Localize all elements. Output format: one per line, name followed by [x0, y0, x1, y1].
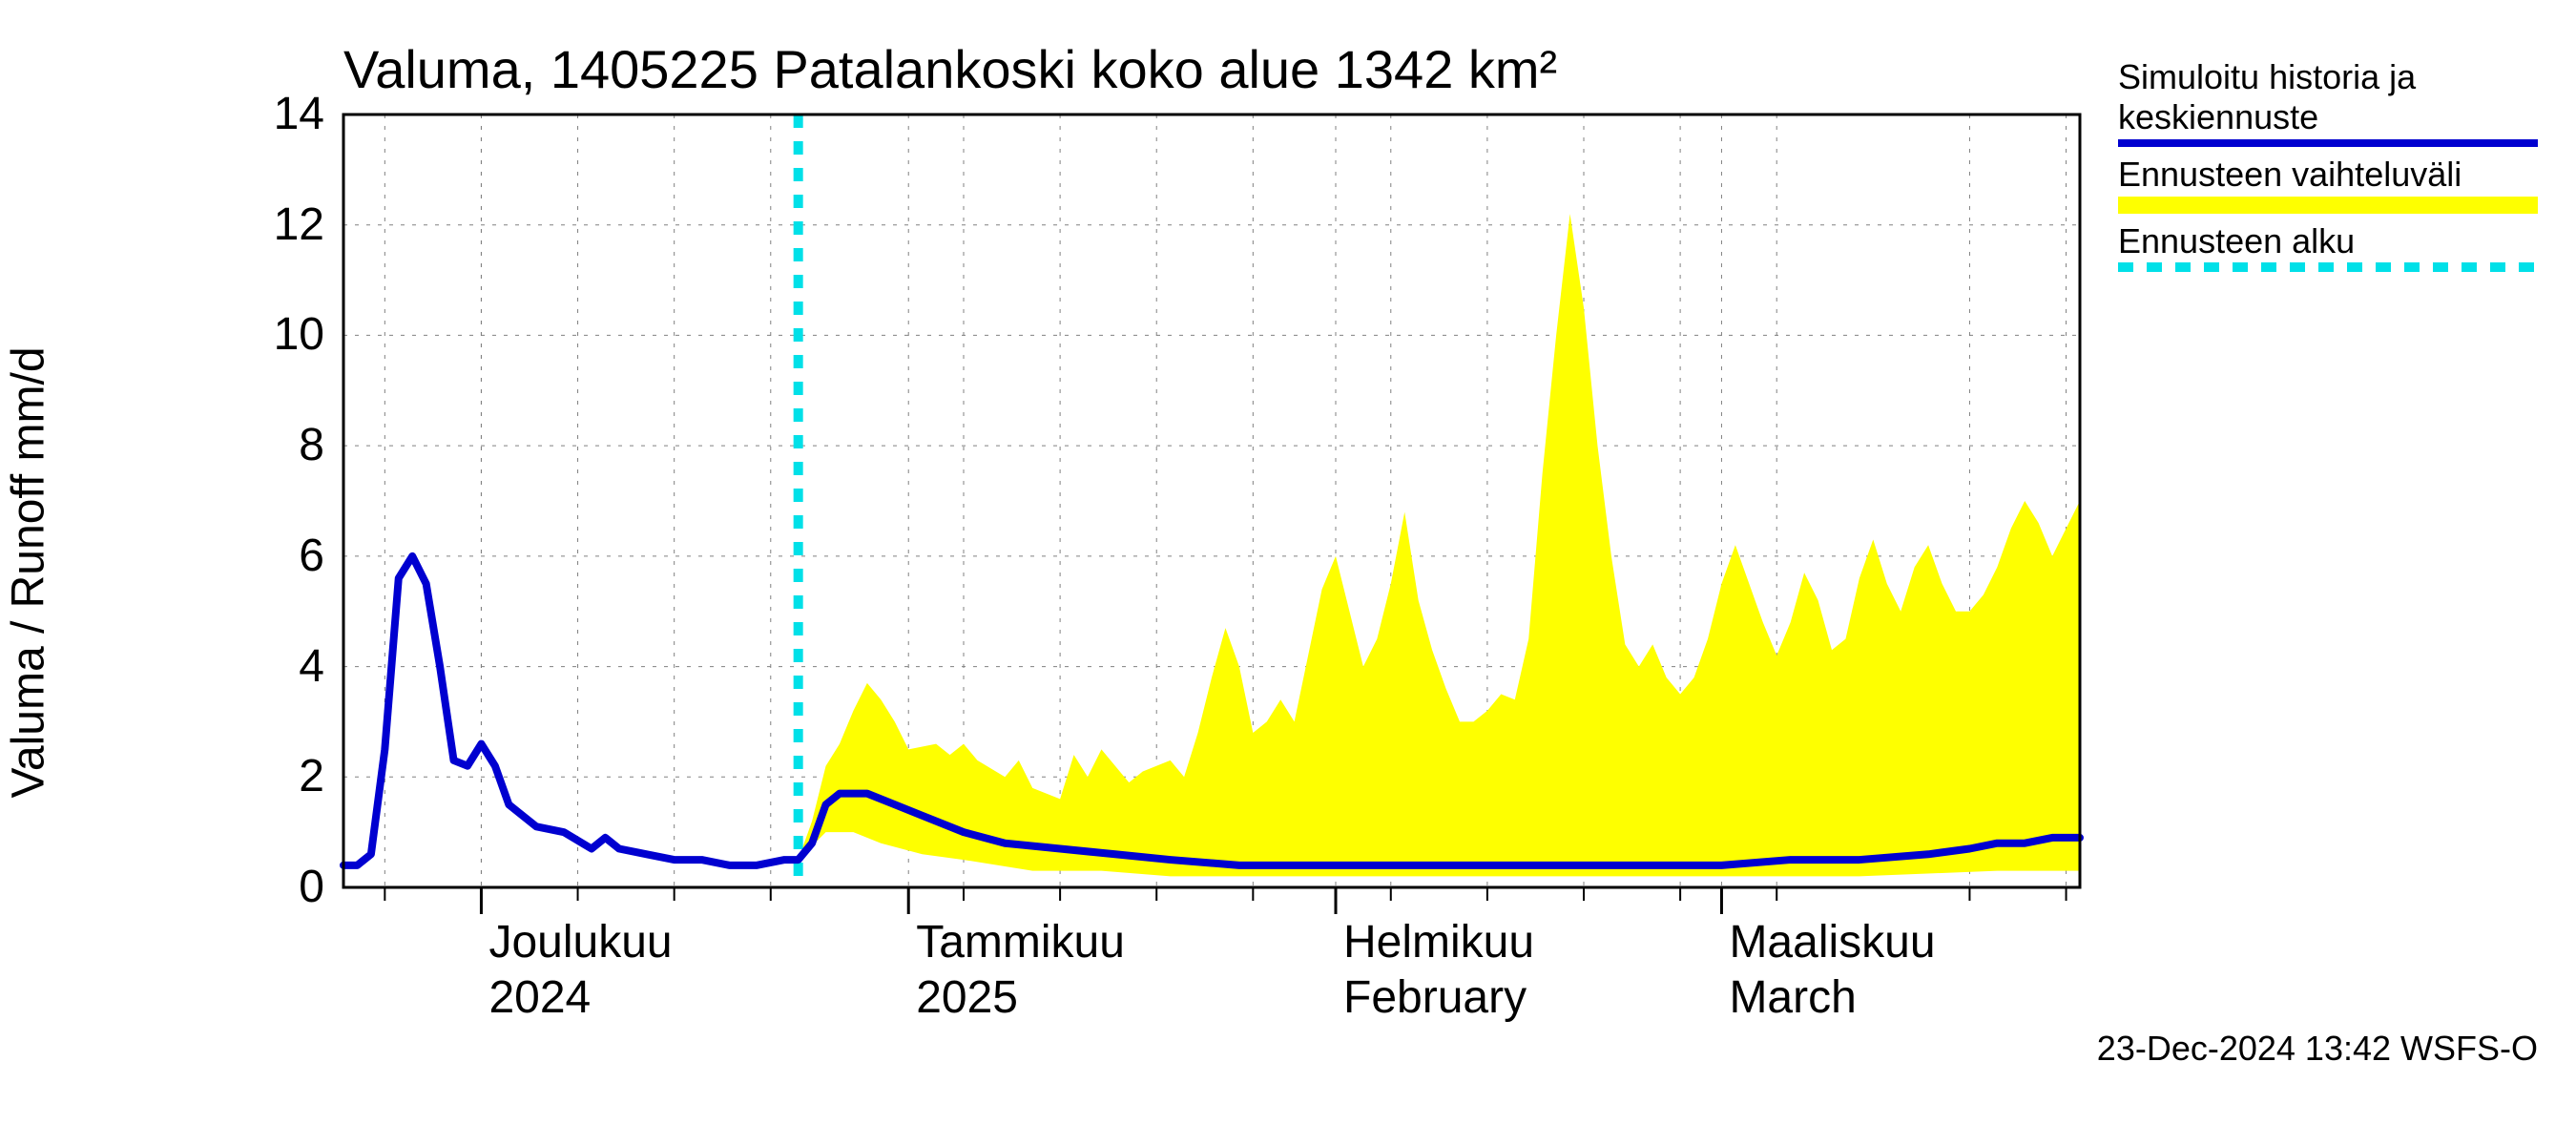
y-tick-label: 4: [258, 640, 324, 693]
legend-swatch-fill: [2118, 197, 2538, 214]
x-tick-label-bottom: February: [1343, 971, 1527, 1024]
x-tick-label-top: Maaliskuu: [1729, 916, 1935, 968]
y-tick-label: 2: [258, 750, 324, 802]
y-tick-label: 6: [258, 530, 324, 582]
x-tick-label-top: Joulukuu: [488, 916, 672, 968]
y-tick-label: 10: [258, 308, 324, 361]
y-tick-label: 8: [258, 419, 324, 471]
legend-swatch-dash: [2118, 261, 2538, 273]
legend-entry-central: Simuloitu historia ja keskiennuste: [2118, 57, 2538, 147]
x-tick-label-bottom: 2025: [916, 971, 1018, 1024]
footer-timestamp: 23-Dec-2024 13:42 WSFS-O: [2097, 1029, 2538, 1069]
legend-label: Ennusteen vaihteluväli: [2118, 155, 2538, 195]
legend-entry-range: Ennusteen vaihteluväli: [2118, 155, 2538, 214]
legend-label: Simuloitu historia ja keskiennuste: [2118, 57, 2538, 137]
y-tick-label: 12: [258, 198, 324, 251]
y-tick-label: 14: [258, 88, 324, 140]
legend-swatch-line: [2118, 139, 2538, 147]
x-tick-label-bottom: March: [1729, 971, 1856, 1024]
legend: Simuloitu historia ja keskiennuste Ennus…: [2118, 57, 2538, 269]
legend-entry-forecast-start: Ennusteen alku: [2118, 221, 2538, 261]
x-tick-label-top: Helmikuu: [1343, 916, 1534, 968]
legend-label: Ennusteen alku: [2118, 221, 2538, 261]
y-tick-label: 0: [258, 861, 324, 913]
x-tick-label-top: Tammikuu: [916, 916, 1125, 968]
x-tick-label-bottom: 2024: [488, 971, 591, 1024]
